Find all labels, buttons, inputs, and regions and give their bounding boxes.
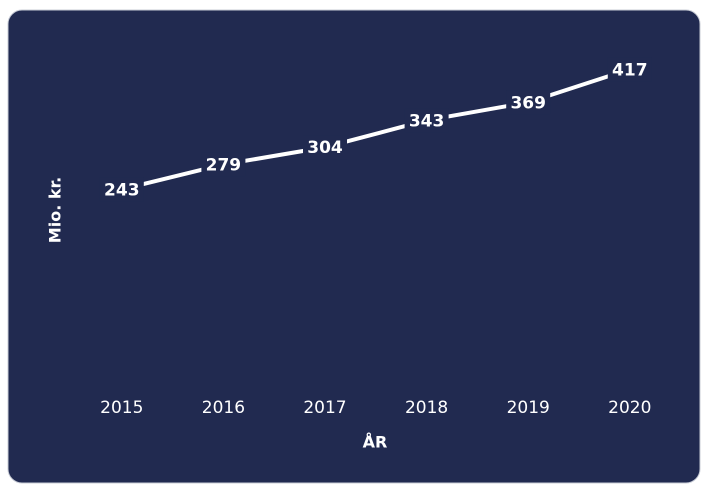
data-label: 279 (206, 155, 242, 175)
data-label: 369 (510, 93, 546, 113)
data-label: 417 (612, 60, 648, 80)
x-tick-label: 2020 (608, 398, 651, 418)
x-tick-label: 2017 (303, 398, 346, 418)
label-bg (404, 108, 449, 133)
label-bg (99, 177, 144, 202)
label-bg (607, 57, 652, 82)
label-bg (303, 135, 347, 160)
y-axis-label: Mio. kr. (46, 177, 65, 243)
x-tick-label: 2018 (405, 398, 448, 418)
x-tick-label: 2019 (507, 398, 550, 418)
x-tick-label: 2016 (202, 398, 245, 418)
data-label: 304 (307, 138, 343, 158)
label-bg (201, 152, 246, 177)
x-axis-label: ÅR (363, 433, 388, 452)
card (7, 9, 701, 484)
x-tick-label: 2015 (100, 398, 143, 418)
data-label: 243 (104, 180, 140, 200)
data-label: 343 (409, 111, 445, 131)
label-bg (506, 90, 551, 115)
